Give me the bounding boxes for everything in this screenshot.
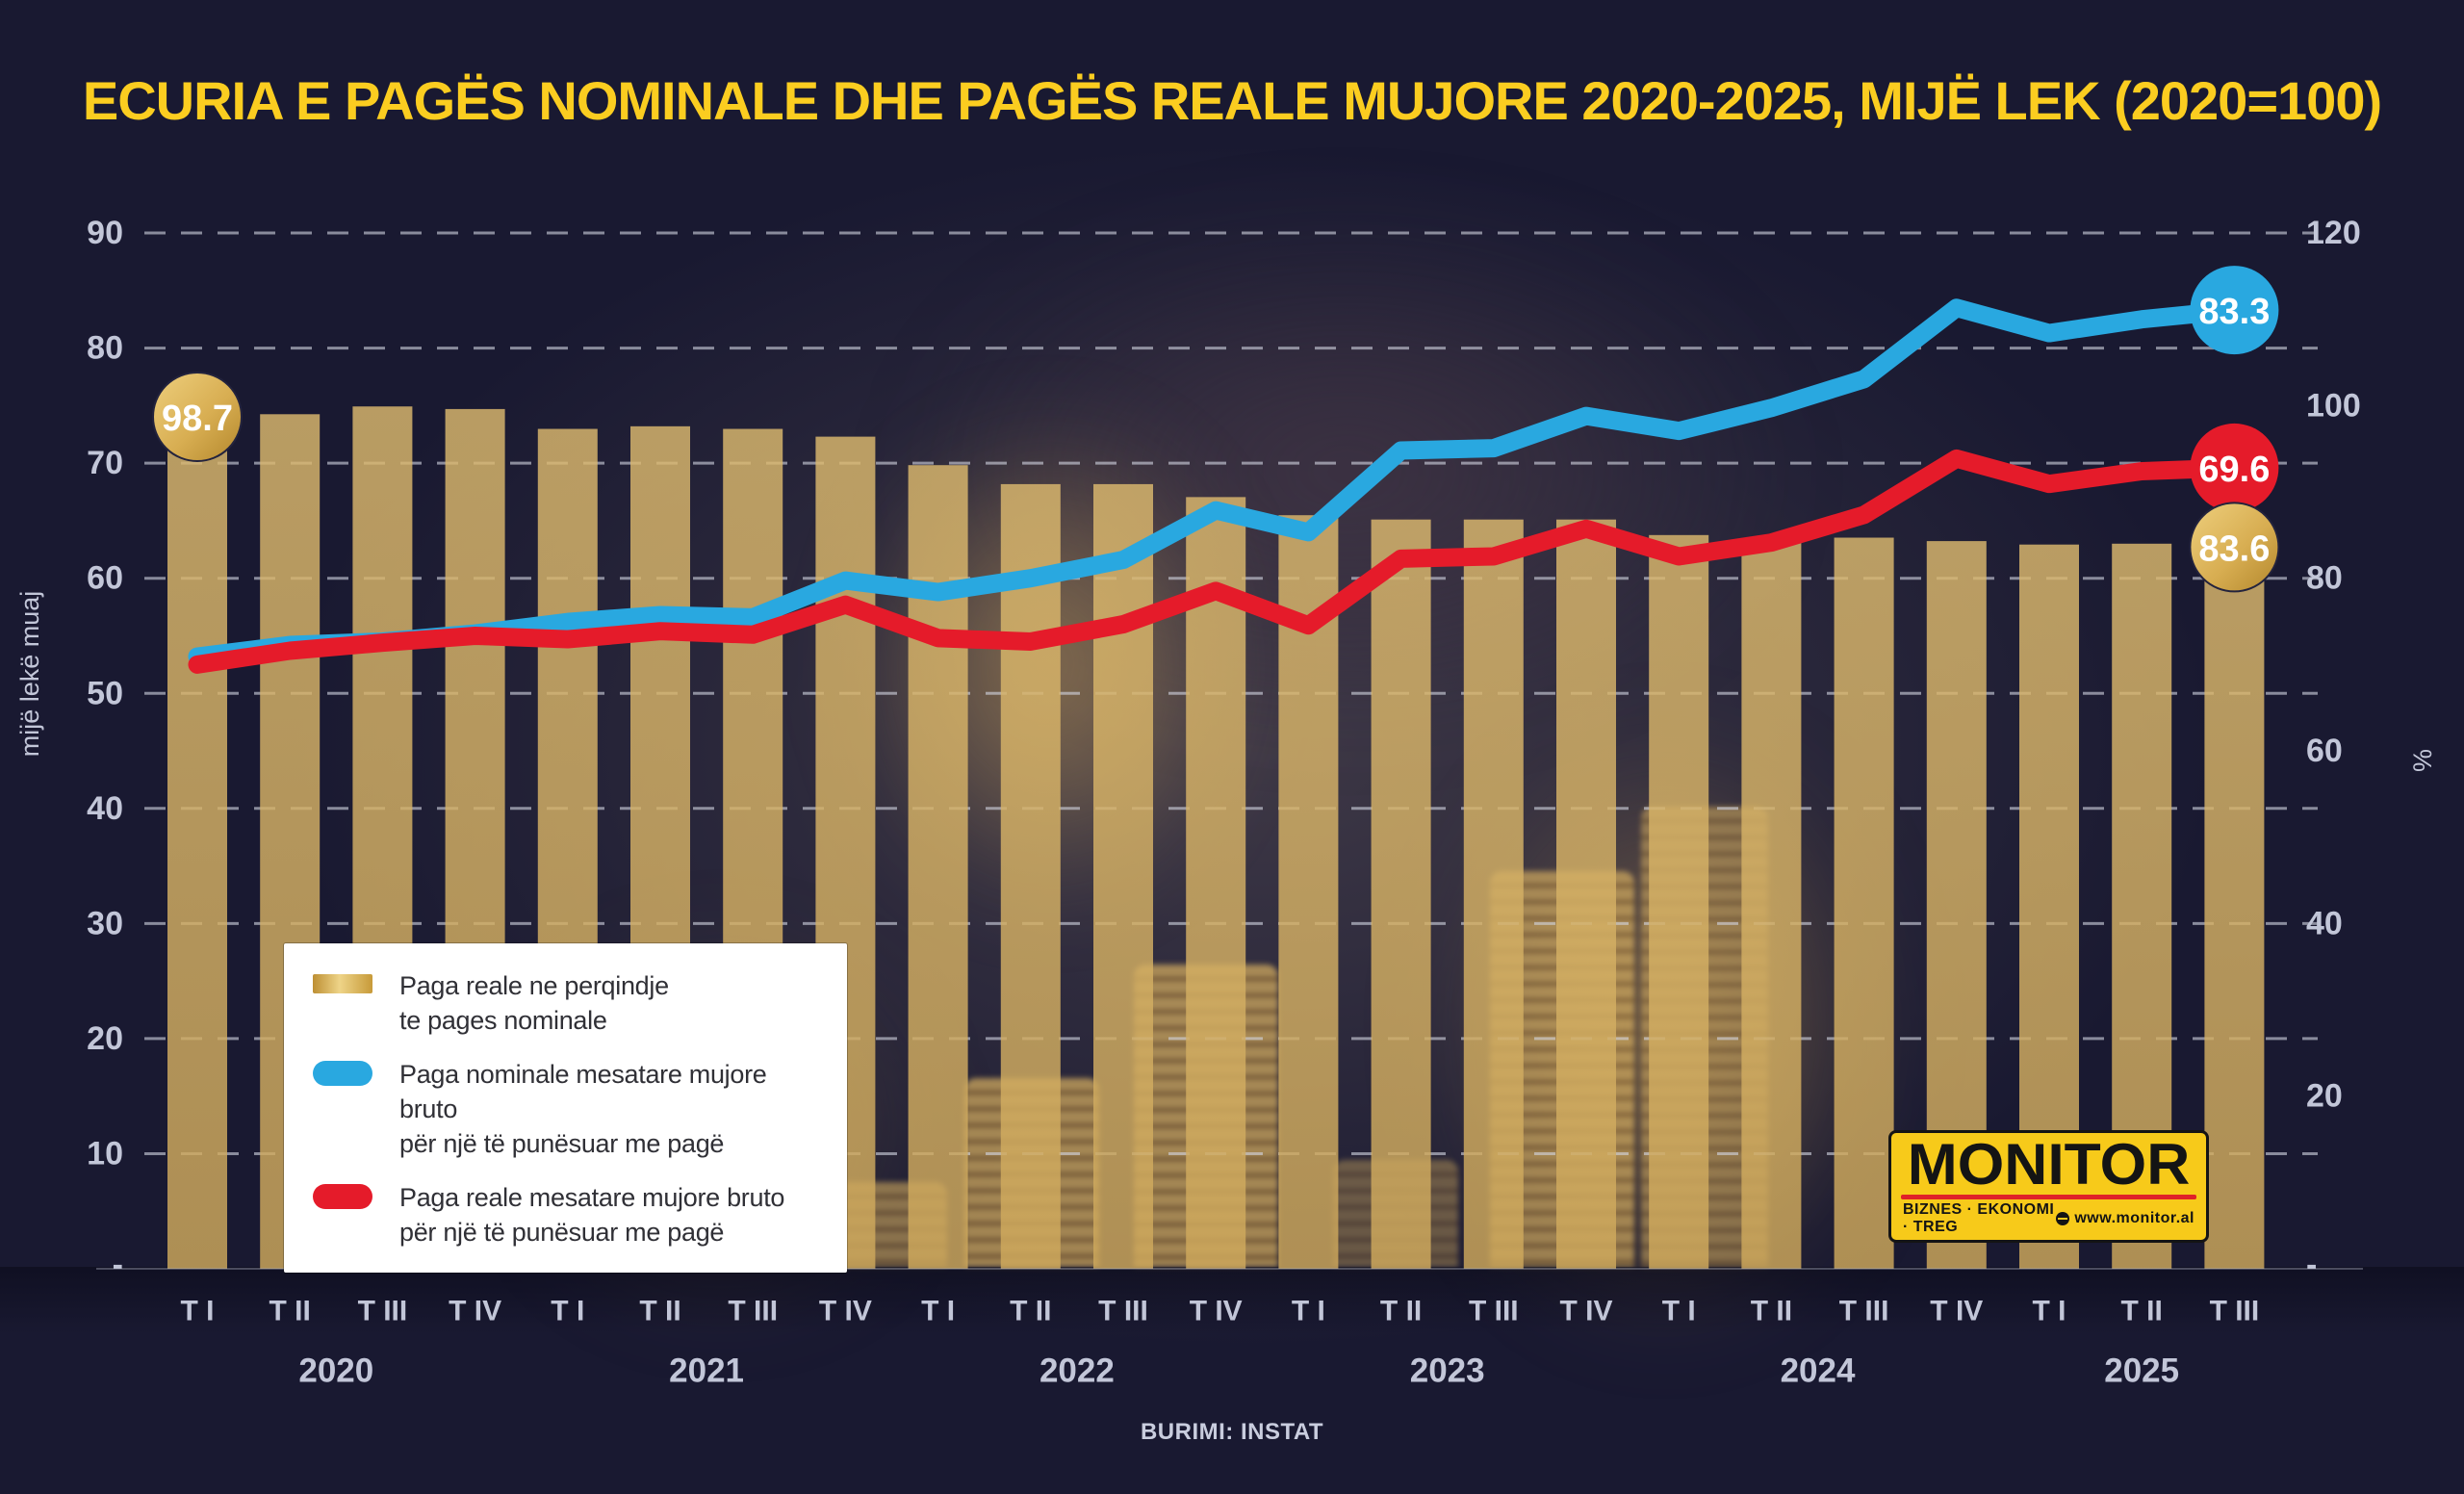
year-label-2020: 2020 <box>298 1352 373 1390</box>
red-line-swatch <box>313 1184 372 1209</box>
legend-label: Paga nominale mesatare mujore bruto për n… <box>399 1060 767 1158</box>
x-tick-19: T IV <box>1930 1296 1983 1327</box>
badge-value-83.6: 83.6 <box>2198 528 2270 569</box>
right-tick-zero: - <box>2306 1247 2317 1283</box>
chart-title: ECURIA E PAGËS NOMINALE DHE PAGËS REALE … <box>82 70 2382 131</box>
logo-red-stripe <box>1901 1195 2196 1199</box>
logo-wordmark: MONITOR <box>1907 1132 2191 1197</box>
legend-label: Paga reale ne perqindje te pages nominale <box>399 971 669 1035</box>
badge-value-98.7: 98.7 <box>162 399 233 439</box>
x-tick-14: T III <box>1469 1296 1519 1327</box>
left-tick-10: 10 <box>87 1135 123 1172</box>
bar-TI-2023 <box>1278 515 1339 1269</box>
right-tick-100: 100 <box>2306 387 2361 424</box>
bar-TI-2020 <box>167 416 227 1270</box>
left-tick-60: 60 <box>87 560 123 597</box>
left-tick-70: 70 <box>87 445 123 481</box>
legend-label: Paga reale mesatare mujore bruto për një … <box>399 1183 785 1247</box>
x-tick-5: T II <box>639 1296 680 1327</box>
x-tick-1: T II <box>270 1296 311 1327</box>
logo-website: www.monitor.al <box>2074 1210 2194 1226</box>
year-label-2021: 2021 <box>669 1352 744 1390</box>
x-tick-13: T II <box>1380 1296 1422 1327</box>
year-label-2024: 2024 <box>1781 1352 1856 1390</box>
gold-bar-swatch <box>313 974 372 993</box>
x-tick-21: T II <box>2121 1296 2163 1327</box>
table-shadow <box>0 1267 2464 1334</box>
left-tick-80: 80 <box>87 330 123 367</box>
x-tick-17: T II <box>1751 1296 1792 1327</box>
x-tick-20: T I <box>2033 1296 2066 1327</box>
red-line-series <box>188 449 2244 674</box>
bar-TIII-2023 <box>1463 519 1524 1269</box>
left-axis-title: mijë lekë muaj <box>15 591 44 758</box>
right-tick-40: 40 <box>2306 905 2343 941</box>
bar-TIII-2024 <box>1834 537 1894 1269</box>
legend-item-blue-line: Paga nominale mesatare mujore bruto për n… <box>284 1057 847 1161</box>
x-tick-22: T III <box>2210 1296 2260 1327</box>
year-label-2023: 2023 <box>1410 1352 1485 1390</box>
legend: Paga reale ne perqindje te pages nominale… <box>284 943 847 1273</box>
year-label-2025: 2025 <box>2104 1352 2179 1390</box>
x-tick-6: T III <box>728 1296 778 1327</box>
left-tick-30: 30 <box>87 905 123 941</box>
blue-line-series <box>188 298 2244 666</box>
x-tick-3: T IV <box>449 1296 501 1327</box>
right-tick-80: 80 <box>2306 560 2343 597</box>
legend-item-gold-bar: Paga reale ne perqindje te pages nominale <box>284 968 847 1038</box>
right-tick-60: 60 <box>2306 733 2343 769</box>
x-tick-15: T IV <box>1559 1296 1612 1327</box>
x-tick-10: T III <box>1098 1296 1148 1327</box>
bar-TI-2024 <box>1649 534 1709 1269</box>
legend-item-red-line: Paga reale mesatare mujore bruto për një … <box>284 1180 847 1249</box>
left-tick-20: 20 <box>87 1020 123 1057</box>
left-tick-40: 40 <box>87 790 123 827</box>
badge-gold-83.6 <box>2189 502 2280 593</box>
x-tick-12: T I <box>1292 1296 1325 1327</box>
left-tick-zero: - <box>113 1247 123 1283</box>
x-tick-0: T I <box>181 1296 215 1327</box>
bar-TIV-2022 <box>1186 497 1246 1269</box>
globe-icon <box>2056 1212 2070 1225</box>
x-tick-4: T I <box>551 1296 584 1327</box>
x-tick-18: T III <box>1839 1296 1889 1327</box>
badge-gold-98.7 <box>152 371 243 462</box>
bar-TIII-2022 <box>1093 483 1153 1269</box>
badge-red-69.6 <box>2190 423 2279 512</box>
x-tick-16: T I <box>1662 1296 1696 1327</box>
bar-TIV-2023 <box>1556 519 1616 1269</box>
right-axis-title: % <box>2408 749 2437 772</box>
bar-TII-2023 <box>1371 519 1431 1269</box>
left-tick-50: 50 <box>87 675 123 711</box>
badge-value-83.3: 83.3 <box>2198 292 2270 332</box>
badge-blue-83.3 <box>2190 266 2279 355</box>
bar-TII-2022 <box>1000 483 1061 1269</box>
logo-tagline: BIZNES · EKONOMI · TREG <box>1903 1201 2055 1235</box>
source-credit: BURIMI: INSTAT <box>1140 1419 1324 1445</box>
bar-TII-2024 <box>1741 540 1802 1269</box>
x-tick-9: T II <box>1010 1296 1051 1327</box>
x-tick-7: T IV <box>819 1296 872 1327</box>
x-tick-11: T IV <box>1190 1296 1243 1327</box>
year-label-2022: 2022 <box>1040 1352 1115 1390</box>
left-tick-90: 90 <box>87 215 123 251</box>
x-tick-2: T III <box>358 1296 408 1327</box>
right-tick-120: 120 <box>2306 215 2361 251</box>
monitor-logo: MONITOR BIZNES · EKONOMI · TREG www.moni… <box>1888 1130 2209 1243</box>
badge-value-69.6: 69.6 <box>2198 450 2270 490</box>
blue-line-swatch <box>313 1061 372 1086</box>
right-tick-20: 20 <box>2306 1078 2343 1115</box>
bar-TIII-2025 <box>2204 547 2265 1269</box>
x-tick-8: T I <box>921 1296 955 1327</box>
